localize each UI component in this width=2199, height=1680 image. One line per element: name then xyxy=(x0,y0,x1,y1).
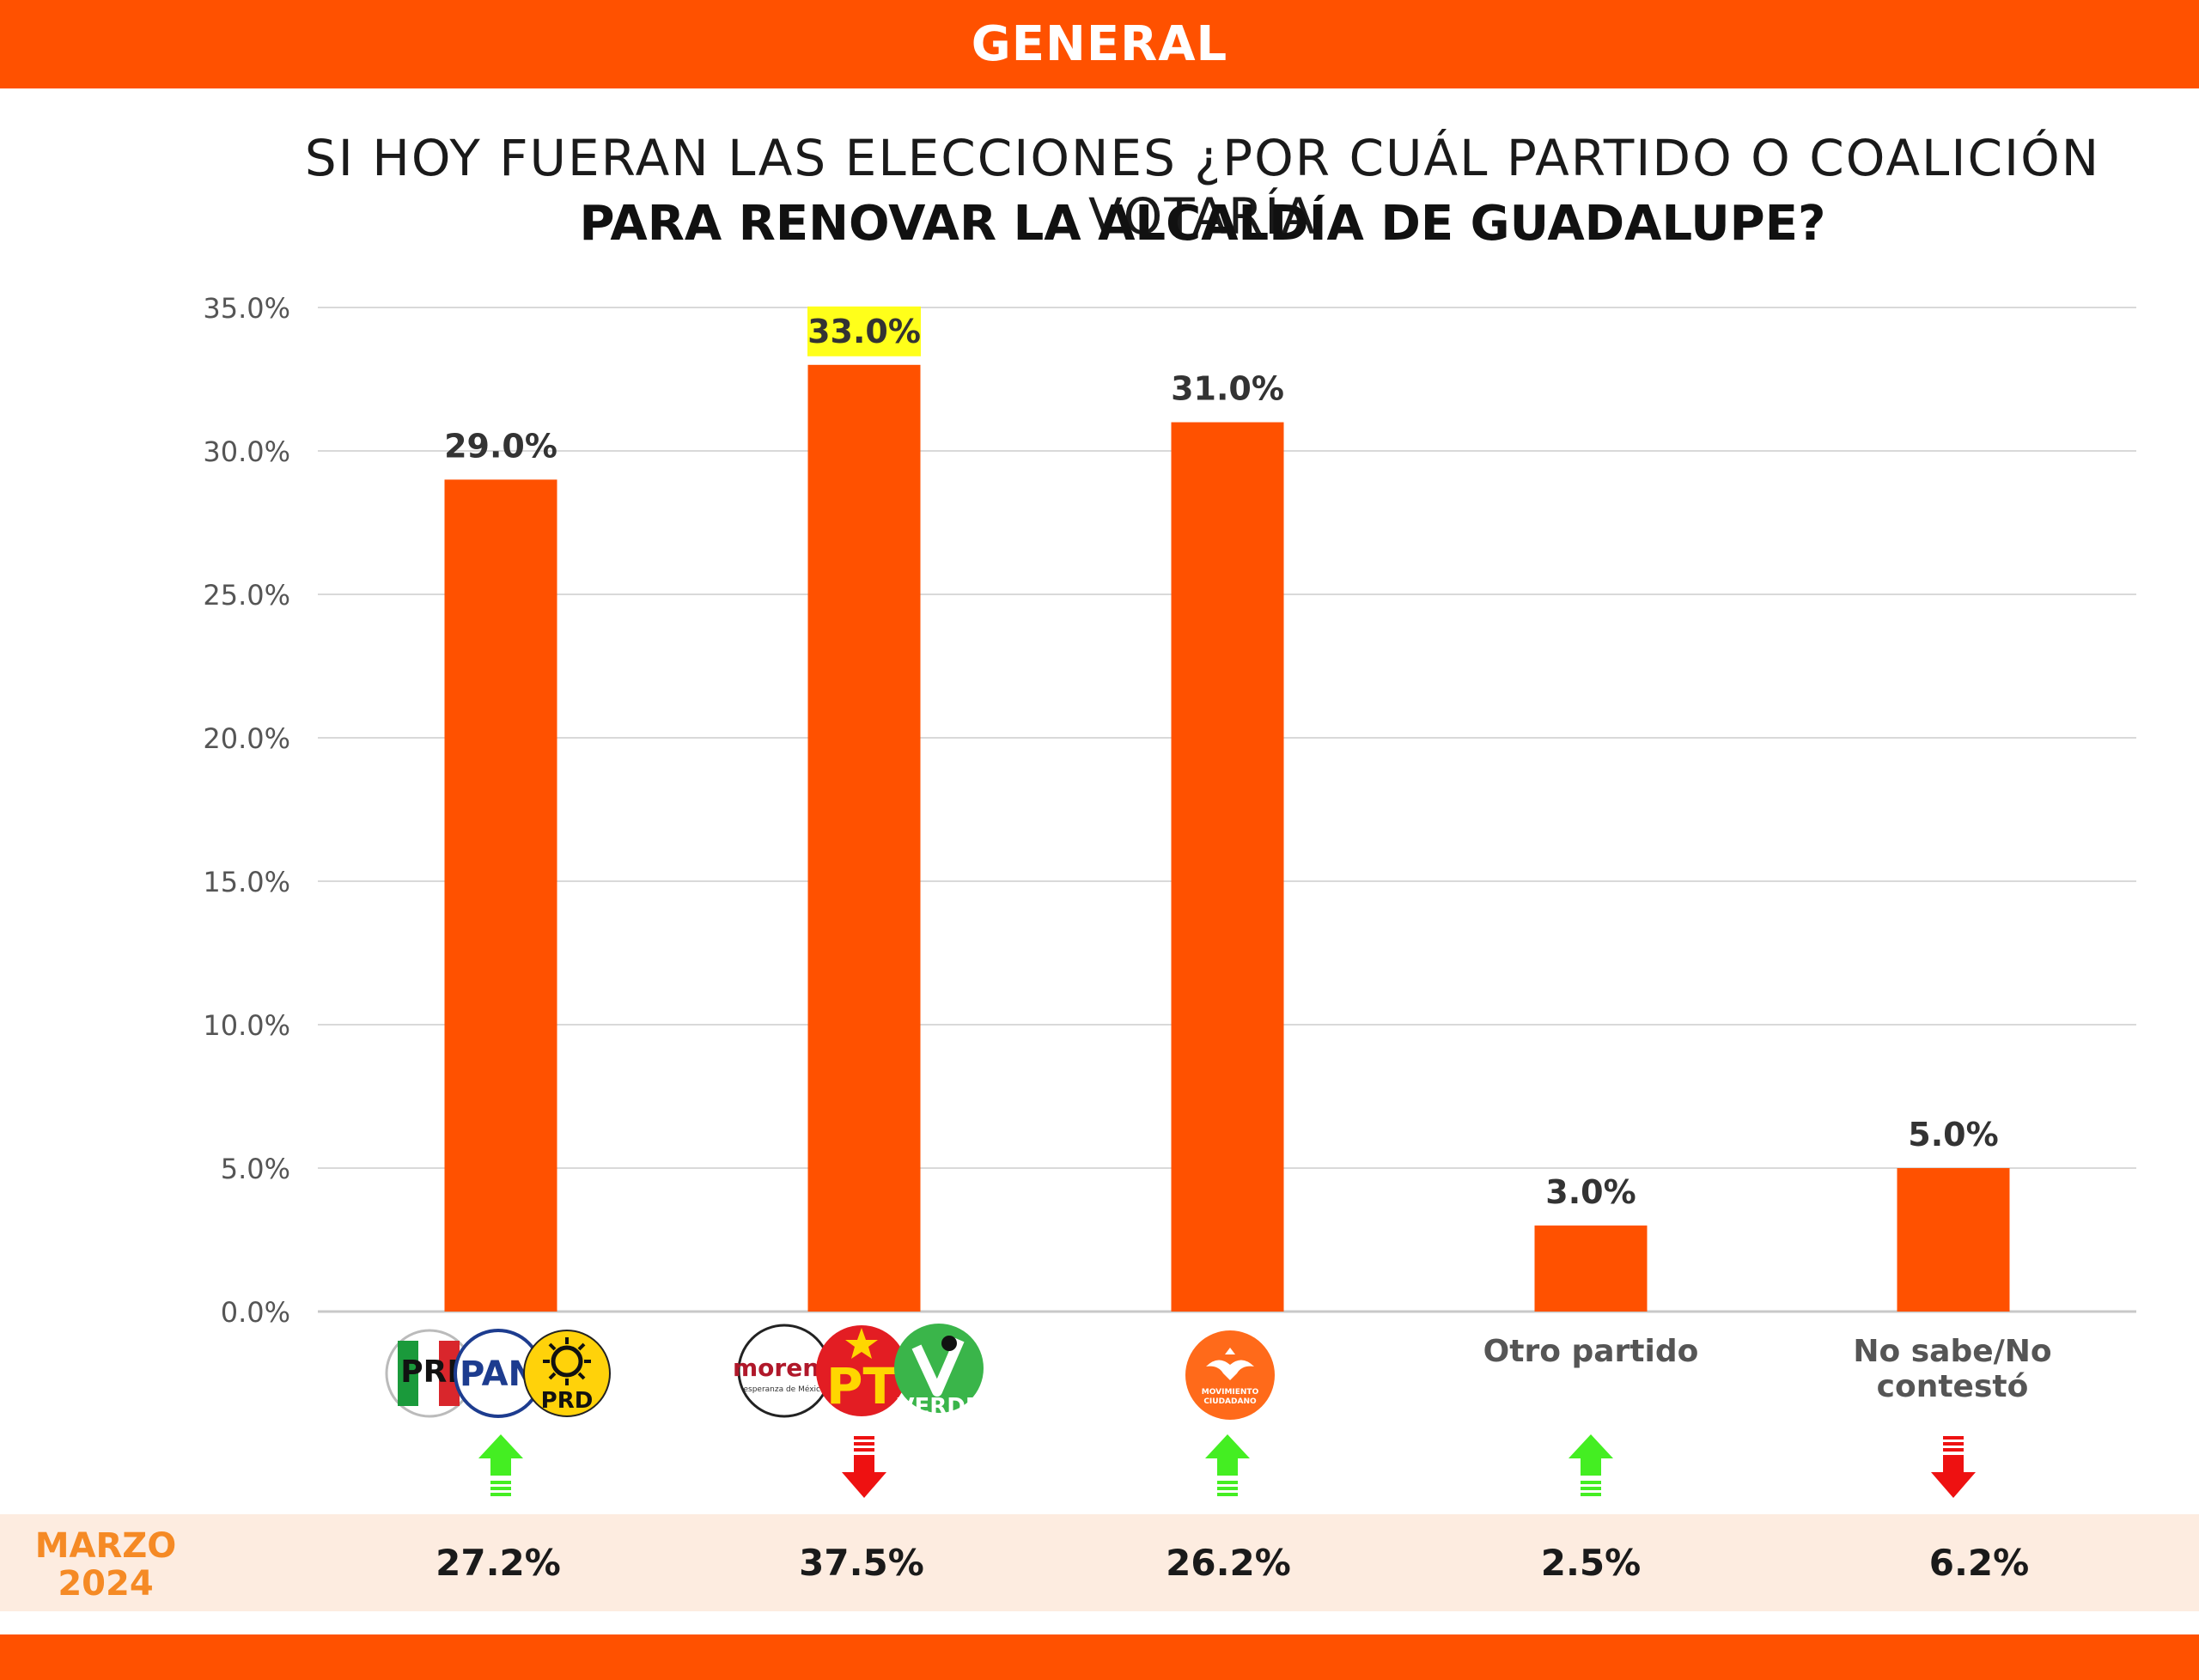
y-tick-label: 30.0% xyxy=(203,435,290,468)
pri-pan-prd-logo-group: PRI PAN PRD xyxy=(385,1329,611,1418)
verde-logo-icon: VERDE xyxy=(894,1324,984,1420)
data-label: 5.0% xyxy=(1908,1116,1998,1153)
morena-pt-verde-logo-group: morena esperanza de México PT VERDE xyxy=(734,1324,984,1420)
mc-logo-line2: CIUDADANO xyxy=(1203,1397,1257,1406)
previous-period-month: MARZO xyxy=(34,1526,177,1566)
pri-logo-icon: PRI xyxy=(385,1329,474,1418)
trend-up-arrow-icon xyxy=(1569,1434,1613,1496)
previous-value-3: 2.5% xyxy=(1540,1542,1642,1584)
mc-logo-line1: MOVIMIENTO xyxy=(1202,1388,1259,1397)
previous-value-4: 6.2% xyxy=(1928,1542,2030,1584)
pri-logo-text: PRI xyxy=(400,1354,459,1390)
mc-logo-group: MOVIMIENTO CIUDADANO xyxy=(1185,1330,1275,1420)
data-label: 29.0% xyxy=(444,427,557,465)
y-tick-label: 10.0% xyxy=(203,1009,290,1042)
bar-chart: 0.0% 5.0% 10.0% 15.0% 20.0% 25.0% 30.0% 35.0% 29… xyxy=(203,292,2136,1329)
previous-period-year: 2024 xyxy=(58,1564,154,1604)
y-tick-label: 35.0% xyxy=(203,292,290,325)
data-label: 3.0% xyxy=(1545,1173,1636,1211)
previous-period-label: MARZO 2024 xyxy=(24,1527,187,1603)
chart-title-line1: SI HOY FUERAN LAS ELECCIONES ¿POR CUÁL P… xyxy=(304,129,2101,246)
data-label: 33.0% xyxy=(807,313,921,350)
data-label-highlight xyxy=(807,306,921,356)
bar xyxy=(1897,1168,2010,1312)
bar xyxy=(1534,1225,1648,1312)
verde-logo-text: VERDE xyxy=(897,1394,980,1420)
pt-logo-text: PT xyxy=(826,1357,898,1415)
y-tick-label: 15.0% xyxy=(203,866,290,898)
prd-logo-icon: PRD xyxy=(523,1330,611,1417)
trend-up-arrow-icon xyxy=(478,1434,523,1496)
pt-logo-icon: PT xyxy=(816,1325,907,1416)
morena-logo-subtext: esperanza de México xyxy=(743,1385,825,1394)
previous-results-band xyxy=(0,1514,2199,1611)
header-band: GENERAL xyxy=(0,0,2199,88)
y-tick-label: 25.0% xyxy=(203,579,290,612)
trend-down-arrow-icon xyxy=(1931,1436,1976,1498)
footer-band xyxy=(0,1634,2199,1680)
bar xyxy=(1171,422,1284,1312)
previous-value-2: 26.2% xyxy=(1166,1542,1291,1584)
chart-title-line2: PARA RENOVAR LA ALCALDÍA DE GUADALUPE? xyxy=(579,196,1826,252)
movimiento-ciudadano-logo-icon: MOVIMIENTO CIUDADANO xyxy=(1185,1330,1275,1420)
bar xyxy=(807,364,921,1312)
y-tick-label: 5.0% xyxy=(221,1153,290,1185)
header-label: GENERAL xyxy=(971,16,1228,72)
previous-value-1: 37.5% xyxy=(799,1542,924,1584)
data-label: 31.0% xyxy=(1171,370,1284,408)
y-tick-label: 0.0% xyxy=(221,1296,290,1329)
prd-logo-text: PRD xyxy=(541,1388,594,1414)
category-label-nosabe: No sabe/No contestó xyxy=(1853,1334,2052,1404)
category-label-otro: Otro partido xyxy=(1483,1334,1699,1369)
previous-value-0: 27.2% xyxy=(436,1542,561,1584)
trend-down-arrow-icon xyxy=(842,1436,886,1498)
y-tick-label: 20.0% xyxy=(203,722,290,755)
trend-up-arrow-icon xyxy=(1205,1434,1250,1496)
bar xyxy=(444,479,557,1312)
